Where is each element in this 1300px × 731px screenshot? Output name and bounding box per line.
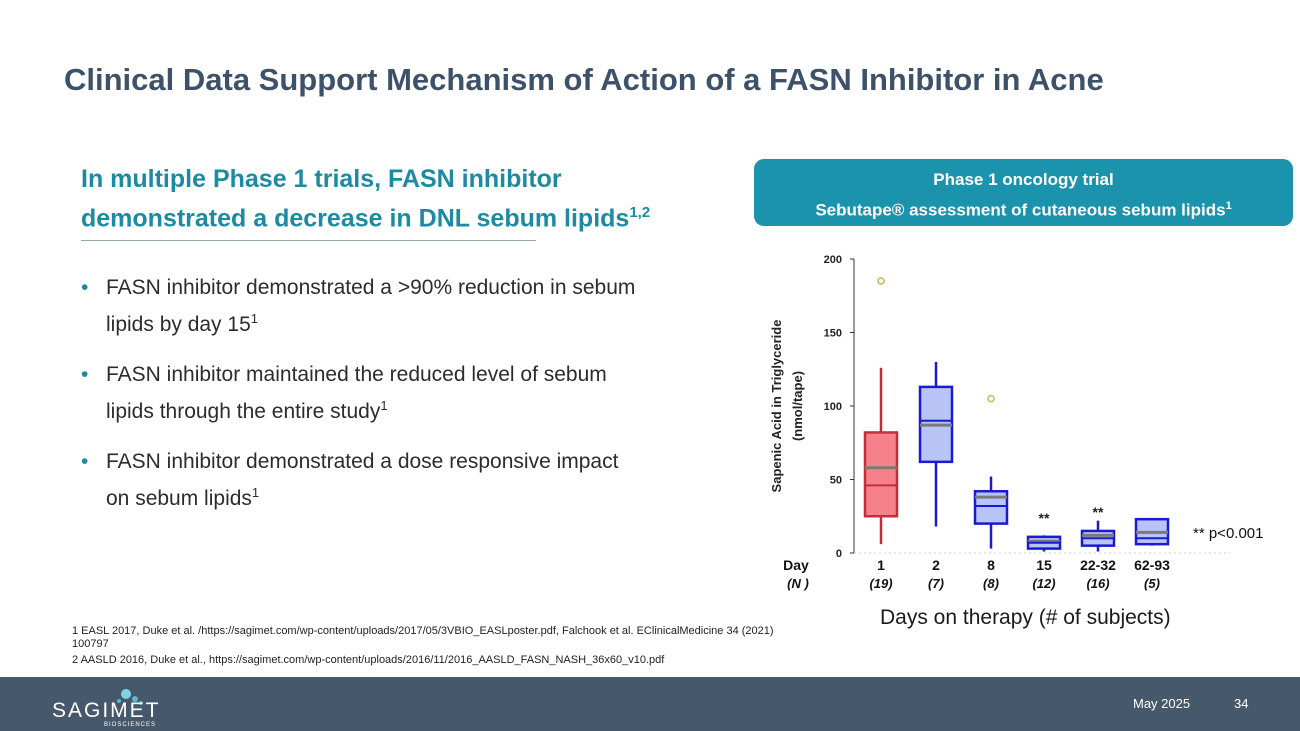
x-axis-caption: Days on therapy (# of subjects) [880,606,1171,629]
logo-wordmark: SAGIMET [52,699,161,722]
panel-line-1: Phase 1 oncology trial [933,170,1114,189]
n-label: (12) [1032,576,1055,591]
bullet-symbol: • [81,363,89,386]
subheading: In multiple Phase 1 trials, FASN inhibit… [81,163,681,235]
x-tick-label: 2 [932,557,940,573]
reference-2: 2 AASLD 2016, Duke et al., https://sagim… [72,654,665,666]
panel-superscript: 1 [1225,200,1232,212]
logo-subtext: BIOSCIENCES [104,722,157,728]
bullet-superscript: 1 [380,398,388,413]
references: 1 EASL 2017, Duke et al. /https://sagime… [72,625,792,670]
n-label: (16) [1086,576,1109,591]
bullet-item: • FASN inhibitor maintained the reduced l… [81,359,641,427]
box-plot-chart: 0 50 100 150 200 Sapenic Acid in Triglyceride… [769,254,1263,591]
bullet-text: FASN inhibitor demonstrated a >90% reduc… [106,276,636,336]
subheading-superscript: 1,2 [629,204,651,221]
bullet-text: FASN inhibitor maintained the reduced le… [106,363,607,423]
x-header-n: (N ) [787,576,809,591]
y-tick-label: 100 [824,401,842,413]
x-tick-label: 15 [1036,557,1052,573]
n-label: (8) [983,576,999,591]
logo-molecule-icon [117,689,143,705]
significance-marker: ** [1093,504,1104,520]
x-tick-label: 62-93 [1134,557,1170,573]
slide-title: Clinical Data Support Mechanism of Actio… [64,62,1104,97]
outlier-point [987,394,995,403]
reference-1: 1 EASL 2017, Duke et al. /https://sagime… [72,625,774,650]
bullet-symbol: • [81,276,89,299]
panel-line-2: Sebutape® assessment of cutaneous sebum … [754,193,1293,224]
page-number: 34 [1234,696,1249,711]
footer-bar: SAGIMET BIOSCIENCES May 2025 34 [0,677,1300,731]
trial-panel: Phase 1 oncology trial Sebutape® assessm… [754,159,1293,226]
bullet-superscript: 1 [251,485,260,500]
n-label: (7) [928,576,944,591]
panel-line-2-text: Sebutape® assessment of cutaneous sebum … [815,200,1226,220]
bullet-item: • FASN inhibitor demonstrated a >90% redu… [81,272,641,340]
outlier-point [877,277,885,286]
y-tick-label: 200 [824,254,842,266]
box-body [863,431,899,518]
y-tick-label: 0 [836,548,842,560]
x-tick-label: 8 [987,557,995,573]
y-axis-label-unit: (nmol/tape) [790,371,805,441]
bullet-list: • FASN inhibitor demonstrated a >90% redu… [81,272,641,533]
significance-marker: ** [1039,510,1050,526]
bullet-item: • FASN inhibitor demonstrated a dose resp… [81,446,641,514]
x-header-day: Day [783,557,809,573]
x-tick-label: 22-32 [1080,557,1116,573]
divider [81,240,536,241]
bullet-superscript: 1 [250,311,258,326]
y-tick-label: 50 [830,475,842,487]
y-tick-label: 150 [824,328,842,340]
bullet-symbol: • [81,450,89,473]
bullet-text: FASN inhibitor demonstrated a dose respo… [106,450,619,510]
y-axis-label: Sapenic Acid in Triglyceride [769,320,784,493]
subheading-text: In multiple Phase 1 trials, FASN inhibit… [81,165,630,233]
n-label: (19) [869,576,892,591]
n-label: (5) [1144,576,1160,591]
x-tick-label: 1 [877,557,885,573]
significance-legend: ** p<0.001 [1193,525,1263,542]
footer-date: May 2025 [1133,696,1191,711]
